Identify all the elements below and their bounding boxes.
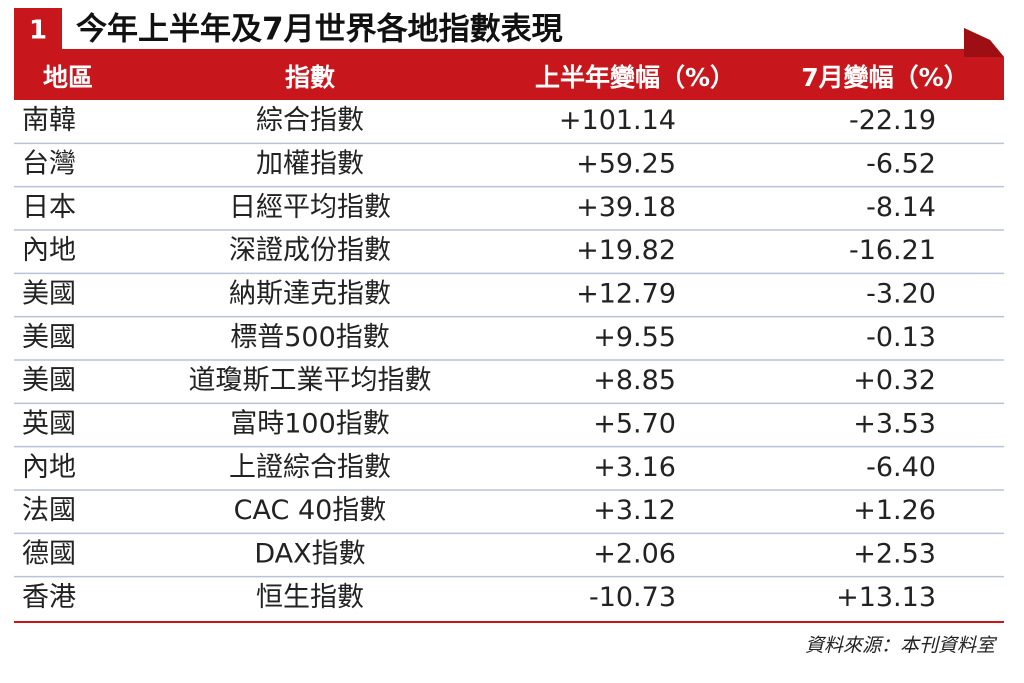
column-header: 7月變幅（%） [801, 63, 968, 92]
cell: 香港 [22, 582, 76, 613]
cell: +9.55 [593, 322, 676, 353]
cell: 英國 [22, 409, 76, 440]
cell: -10.73 [589, 582, 676, 613]
cell: 美國 [22, 322, 76, 353]
cell: +2.06 [593, 539, 676, 570]
cell: +39.18 [576, 192, 676, 223]
cell: 道瓊斯工業平均指數 [189, 365, 432, 396]
cell: 南韓 [22, 105, 76, 136]
cell: CAC 40指數 [234, 495, 387, 526]
cell: 美國 [22, 365, 76, 396]
cell: 納斯達克指數 [229, 279, 391, 310]
cell: 標普500指數 [230, 322, 390, 353]
cell: -22.19 [849, 105, 936, 136]
cell: +1.26 [853, 495, 936, 526]
column-header: 上半年變幅（%） [535, 63, 735, 92]
cell: +19.82 [576, 235, 676, 266]
cell: +13.13 [836, 582, 936, 613]
cell: -8.14 [866, 192, 936, 223]
cell: 上證綜合指數 [229, 452, 391, 483]
cell: DAX指數 [254, 539, 365, 570]
column-header: 地區 [43, 63, 93, 92]
cell: 內地 [22, 452, 76, 483]
cell: 台灣 [22, 149, 76, 180]
title: 今年上半年及7月世界各地指數表現 [76, 12, 563, 48]
cell: +8.85 [593, 365, 676, 396]
header-tab [964, 28, 1004, 57]
cell: +5.70 [593, 409, 676, 440]
cell: -6.40 [866, 452, 936, 483]
cell: 法國 [22, 495, 76, 526]
cell: 德國 [22, 539, 76, 570]
cell: 內地 [22, 235, 76, 266]
number: 1 [29, 16, 47, 46]
cell: -6.52 [866, 149, 936, 180]
cell: 富時100指數 [230, 409, 390, 440]
number-box [14, 8, 62, 52]
cell: 日本 [22, 192, 76, 223]
cell: +59.25 [576, 149, 676, 180]
source: 資料來源：本刊資料室 [805, 635, 998, 657]
cell: +3.12 [593, 495, 676, 526]
cell: 加權指數 [256, 149, 364, 180]
cell: 深證成份指數 [229, 235, 391, 266]
cell: +3.16 [593, 452, 676, 483]
cell: 日經平均指數 [229, 192, 391, 223]
cell: -3.20 [866, 279, 936, 310]
cell: -16.21 [849, 235, 936, 266]
table-body: 南韓 綜合指數 +101.14 -22.19 台灣 加權指數 +59.25 -6.52 日本 日經… [14, 105, 1004, 613]
cell: +2.53 [853, 539, 936, 570]
cell: +12.79 [576, 279, 676, 310]
header-band [14, 28, 1004, 100]
cell: +3.53 [853, 409, 936, 440]
column-header: 指數 [285, 63, 335, 92]
cell: 美國 [22, 279, 76, 310]
cell: +0.32 [853, 365, 936, 396]
cell: +101.14 [559, 105, 676, 136]
cell: 綜合指數 [256, 105, 364, 136]
cell: 恒生指數 [256, 582, 364, 613]
cell: -0.13 [866, 322, 936, 353]
